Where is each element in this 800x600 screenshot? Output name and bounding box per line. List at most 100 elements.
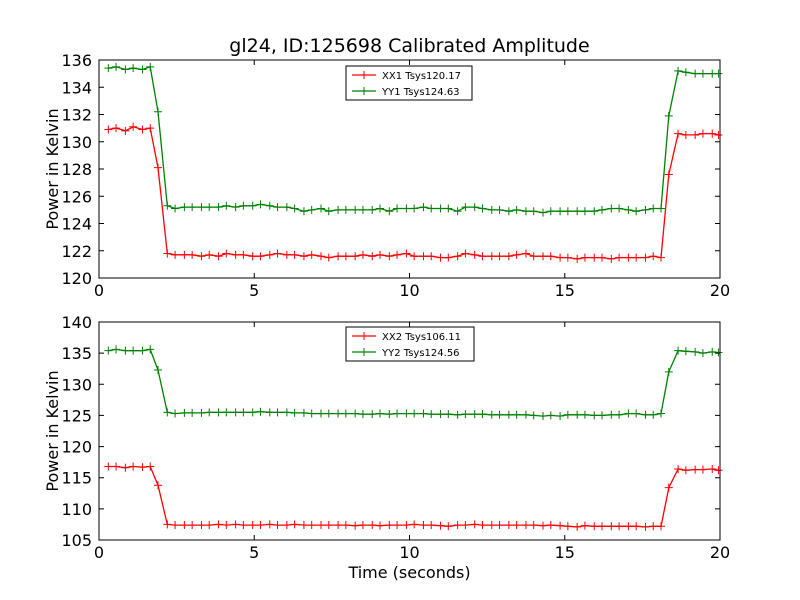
x-tick-label: 10 [399,281,419,300]
data-point [512,521,521,530]
data-point [427,252,436,261]
data-point [691,347,700,356]
data-point [444,204,453,213]
data-point [512,410,521,419]
data-point [495,410,504,419]
data-point [121,463,130,472]
data-point [410,204,419,213]
data-point [129,64,138,73]
data-point [265,201,274,210]
data-point [205,203,214,212]
y-tick-label: 105 [61,531,92,550]
data-point [290,204,299,213]
data-point [573,410,582,419]
data-point [205,521,214,530]
legend-label: XX2 Tsys106.11 [382,332,461,343]
data-point [470,410,479,419]
data-point [598,205,607,214]
data-point [714,466,723,475]
data-point [529,207,538,216]
data-point [521,207,530,216]
data-point [214,408,223,417]
x-tick-label: 20 [710,281,730,300]
data-point [529,411,538,420]
data-point [615,253,624,262]
data-point [410,409,419,418]
data-point [146,462,155,471]
data-point [598,522,607,531]
y-tick-label: 120 [61,438,92,457]
data-point [273,203,282,212]
data-point [248,408,257,417]
data-point [632,409,641,418]
x-tick-label: 15 [555,281,575,300]
data-point [419,409,428,418]
data-point [624,522,633,531]
data-point [590,253,599,262]
y-tick-label: 132 [61,106,92,125]
data-point [624,409,633,418]
data-point [307,250,316,259]
data-point [104,64,113,73]
data-point [539,412,548,421]
y-tick-label: 120 [61,269,92,288]
y-tick-label: 125 [61,406,92,425]
data-point [307,521,316,530]
data-point [341,521,350,530]
data-point [282,521,291,530]
data-point [188,408,197,417]
data-point [461,410,470,419]
legend-marker [360,71,368,79]
data-point [248,521,257,530]
data-point [563,253,572,262]
data-point [556,412,565,421]
y-tick-label: 124 [61,215,92,234]
data-point [444,253,453,262]
data-point [664,170,673,179]
data-point [632,522,641,531]
data-point [402,204,411,213]
data-point [317,521,326,530]
data-point [624,253,633,262]
data-point [376,521,385,530]
data-point [385,207,394,216]
chart-panel-1: gl24, ID:125698 Calibrated Amplitude 0 5 10… [43,35,730,300]
y-tick-label: 135 [61,344,92,363]
data-point [461,249,470,258]
data-point [307,205,316,214]
data-point [104,346,113,355]
data-point [563,522,572,531]
data-point [205,250,214,259]
y-axis-label: Power in Kelvin [43,370,62,491]
data-point [317,409,326,418]
data-point [615,522,624,531]
data-point [461,521,470,530]
data-point [641,410,650,419]
data-point [691,130,700,139]
data-point [273,521,282,530]
data-point [436,204,445,213]
x-tick-label: 10 [399,543,419,562]
data-point [138,65,147,74]
data-point [121,65,130,74]
data-point [590,411,599,420]
data-point [410,520,419,529]
data-point [649,204,658,213]
data-point [273,249,282,258]
data-point [521,410,530,419]
data-point [590,522,599,531]
data-point [197,252,206,261]
data-point [615,410,624,419]
data-point [324,521,333,530]
data-point [436,253,445,262]
data-point [256,407,265,416]
data-point [385,521,394,530]
data-point [427,521,436,530]
data-point [664,111,673,120]
data-point [470,250,479,259]
data-point [248,201,257,210]
data-point [290,250,299,259]
data-point [607,254,616,263]
data-point [138,125,147,134]
